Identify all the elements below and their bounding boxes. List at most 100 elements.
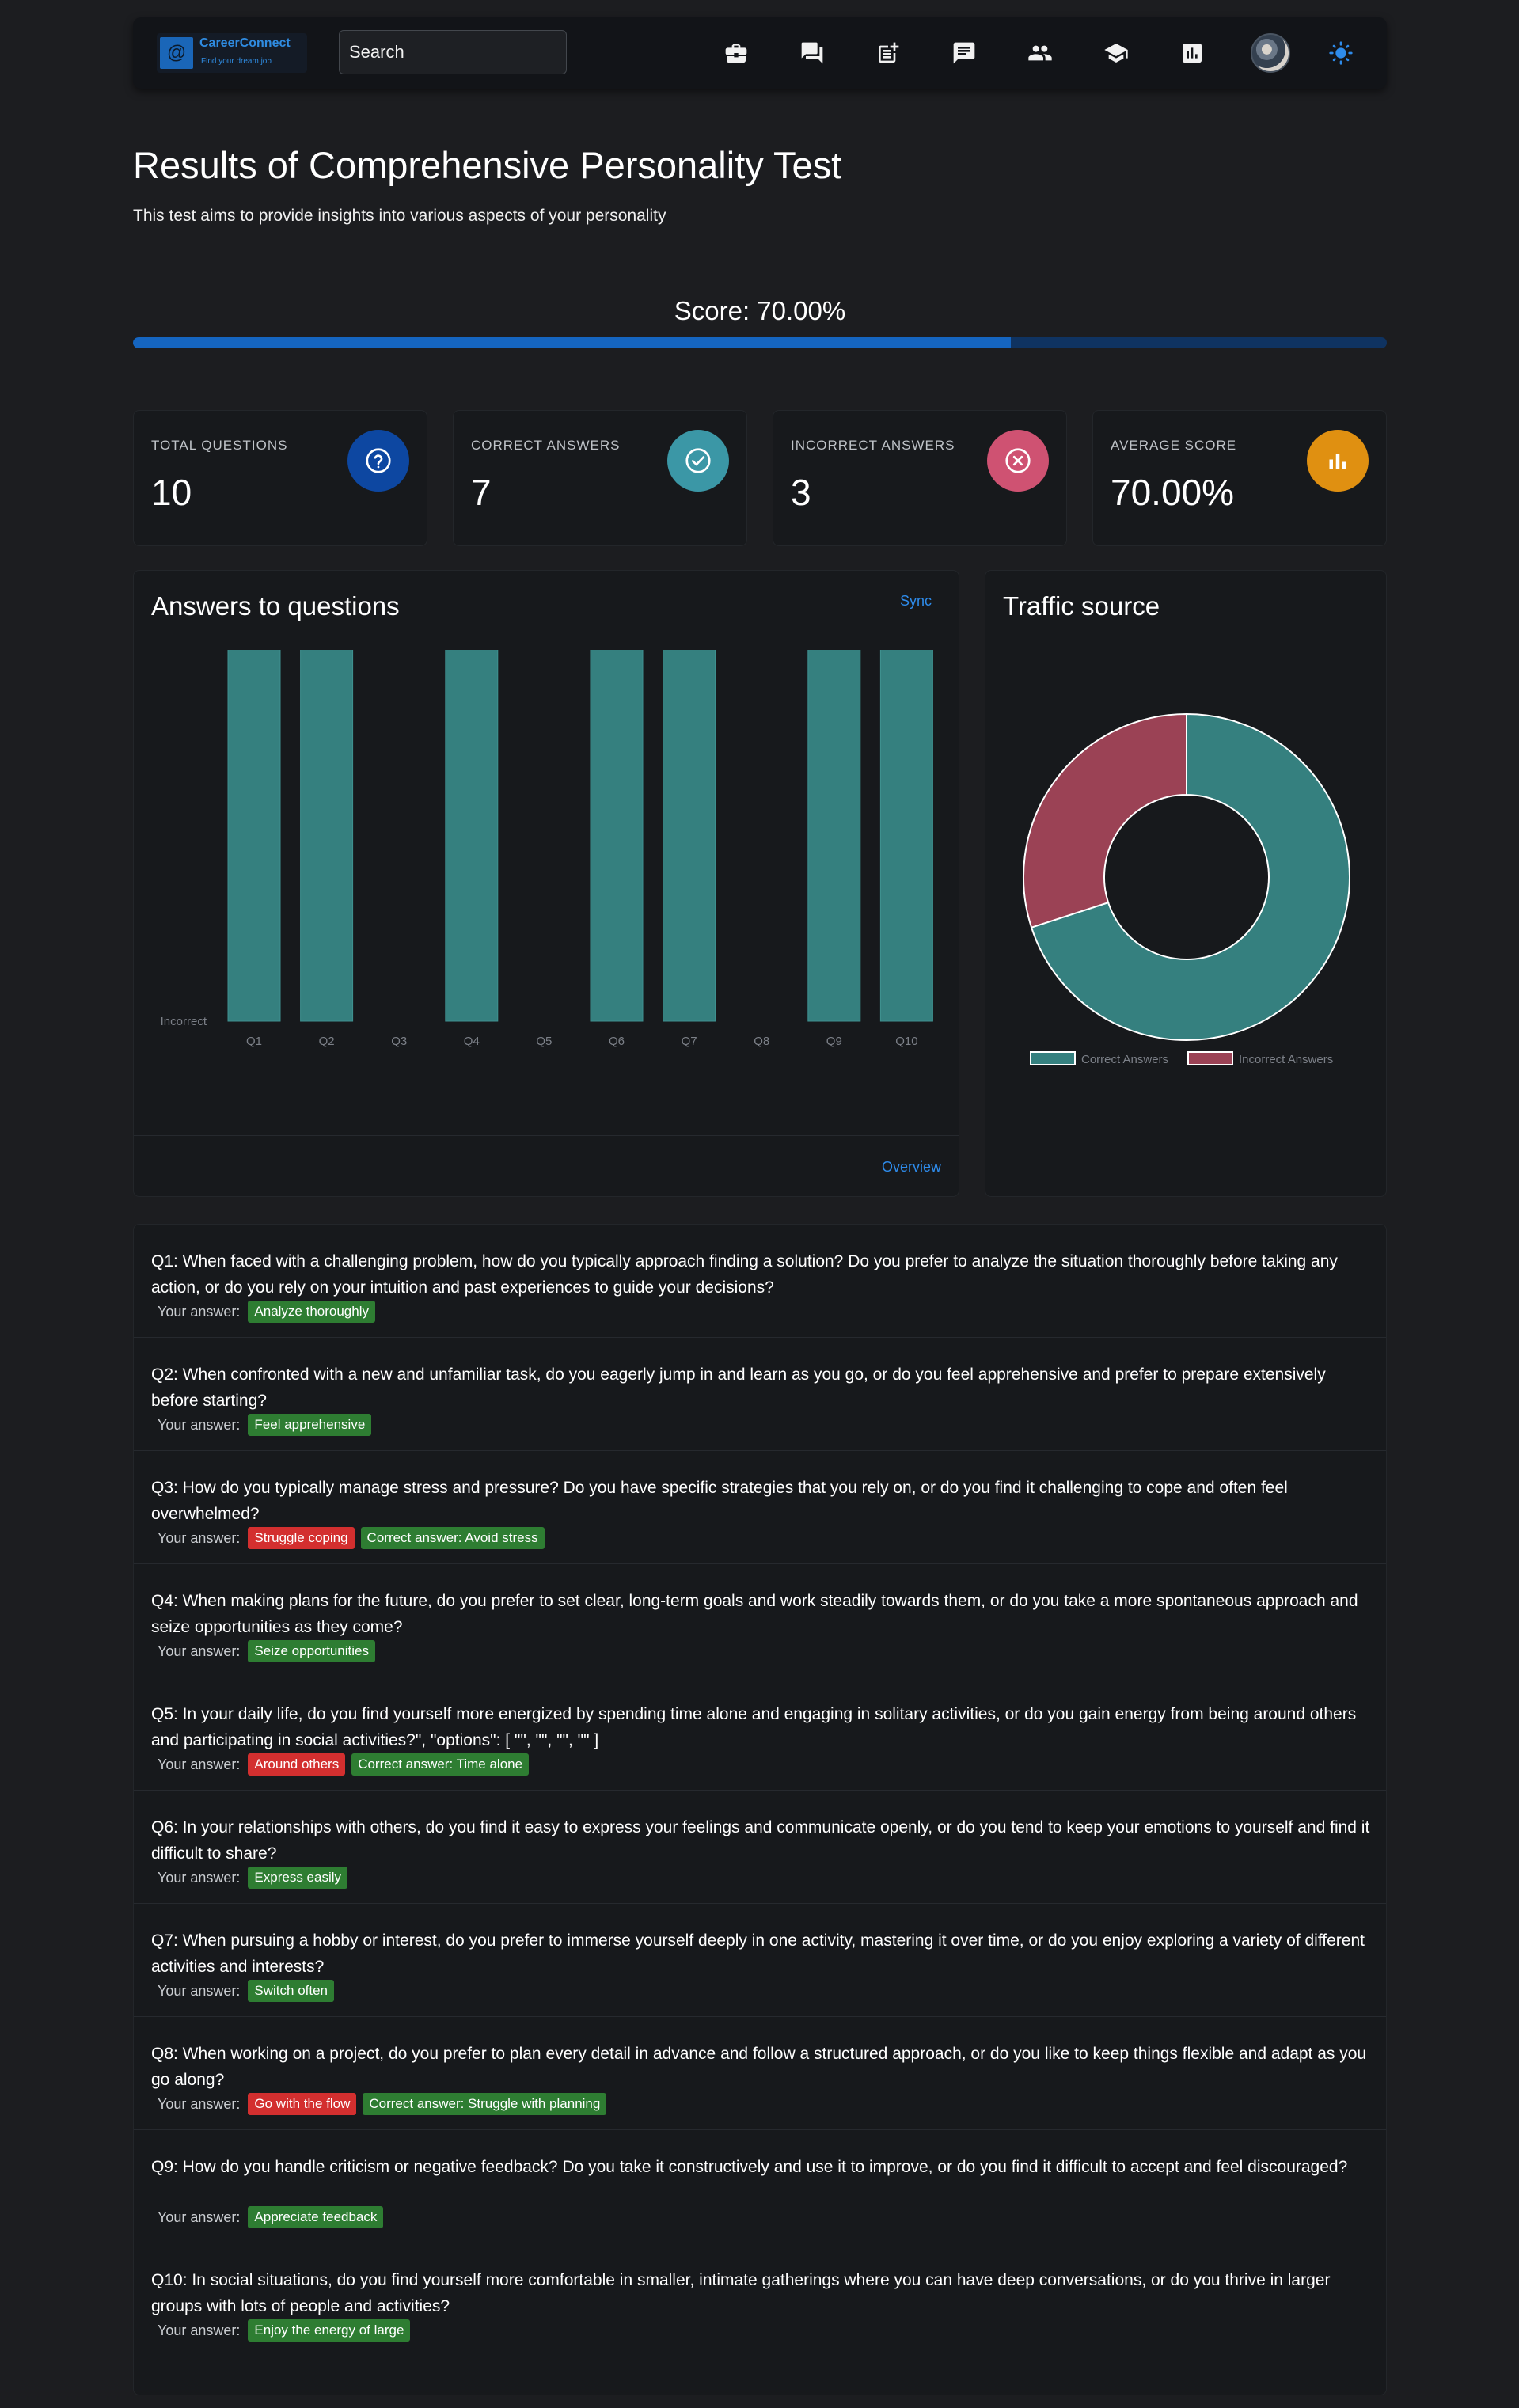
answer-row: Your answer: Seize opportunities [158,1640,375,1662]
logo[interactable]: @ CareerConnect Find your dream job [157,33,307,73]
stat-card-incorrect-answers: INCORRECT ANSWERS 3 [773,410,1067,546]
y-tick-label: Incorrect [161,1015,207,1028]
answer-row: Your answer: Go with the flow Correct answ… [158,2093,607,2115]
bar-q4 [445,650,499,1022]
bar-q6 [590,650,644,1022]
question-item: Q8: When working on a project, do you pr… [134,2017,1386,2130]
bar-q2 [300,650,354,1022]
stat-value: 70.00% [1111,472,1235,513]
question-item: Q3: How do you typically manage stress a… [134,1451,1386,1564]
your-answer-label: Your answer: [158,2209,241,2225]
bar-q10 [879,650,933,1022]
forum-icon[interactable] [798,39,826,67]
answer-badge-incorrect: Around others [248,1753,346,1776]
stat-value: 10 [151,472,192,513]
answer-badge-incorrect: Go with the flow [248,2093,357,2115]
stat-label: INCORRECT ANSWERS [791,438,955,453]
question-item: Q6: In your relationships with others, d… [134,1791,1386,1904]
question-item: Q7: When pursuing a hobby or interest, d… [134,1904,1386,2017]
stat-value: 7 [471,472,492,513]
bar-q1 [227,650,281,1022]
score-progress-bar [133,337,1387,348]
cancel-circle-icon [987,430,1049,492]
check-circle-icon [667,430,729,492]
stat-label: CORRECT ANSWERS [471,438,621,453]
slice-correct-answers [1030,712,1350,1041]
answer-row: Your answer: Around others Correct answer:… [158,1753,530,1776]
correct-answer-badge: Correct answer: Struggle with planning [363,2093,607,2115]
answers-bar-chart: IncorrectCorrectQ1Q2Q3Q4Q5Q6Q7Q8Q9Q10 [161,650,933,1048]
stat-card-average-score: AVERAGE SCORE 70.00% [1092,410,1387,546]
x-tick-label: Q1 [246,1035,262,1048]
answer-row: Your answer: Enjoy the energy of large [158,2319,411,2342]
x-tick-label: Q9 [826,1035,842,1048]
question-text: Q5: In your daily life, do you find your… [151,1705,1357,1749]
question-list: Q1: When faced with a challenging proble… [133,1224,1387,2395]
correct-answer-badge: Correct answer: Avoid stress [360,1527,545,1549]
question-text: Q9: How do you handle criticism or negat… [151,2158,1348,2176]
answer-row: Your answer: Analyze thoroughly [158,1301,375,1323]
theme-sun-icon[interactable] [1327,39,1355,67]
post-add-icon[interactable] [874,39,902,67]
question-text: Q4: When making plans for the future, do… [151,1592,1358,1636]
chat-icon[interactable] [950,39,978,67]
page-title: Results of Comprehensive Personality Tes… [133,144,842,186]
analytics-icon[interactable] [1178,39,1206,67]
answer-badge-correct: Feel apprehensive [248,1414,372,1436]
answer-row: Your answer: Struggle coping Correct answe… [158,1527,545,1549]
bar-chart-icon [1307,430,1369,492]
x-tick-label: Q7 [682,1035,697,1048]
page-subtitle: This test aims to provide insights into … [133,207,666,225]
your-answer-label: Your answer: [158,1529,241,1546]
x-tick-label: Q6 [609,1035,625,1048]
legend-swatch [1187,1051,1233,1065]
sync-link[interactable]: Sync [899,593,932,609]
legend-label: Incorrect Answers [1239,1053,1333,1066]
correct-answer-badge: Correct answer: Time alone [351,1753,530,1776]
overview-link[interactable]: Overview [881,1159,941,1175]
question-item: Q4: When making plans for the future, do… [134,1564,1386,1677]
school-icon[interactable] [1102,39,1130,67]
question-item: Q10: In social situations, do you find y… [134,2243,1386,2357]
question-item: Q5: In your daily life, do you find your… [134,1677,1386,1791]
stat-card-total-questions: TOTAL QUESTIONS 10 [133,410,427,546]
people-icon[interactable] [1026,39,1054,67]
legend-swatch [1030,1051,1076,1065]
divider [134,1135,959,1136]
avatar[interactable] [1251,33,1290,73]
question-text: Q10: In social situations, do you find y… [151,2271,1331,2315]
question-item: Q9: How do you handle criticism or negat… [134,2130,1386,2243]
answer-badge-correct: Appreciate feedback [248,2206,384,2228]
question-text: Q8: When working on a project, do you pr… [151,2045,1367,2089]
your-answer-label: Your answer: [158,1416,241,1433]
answer-row: Your answer: Appreciate feedback [158,2206,384,2228]
briefcase-icon[interactable] [722,39,750,67]
your-answer-label: Your answer: [158,1756,241,1772]
panel-title: Traffic source [1003,591,1160,621]
score-progress-fill [133,337,1011,348]
your-answer-label: Your answer: [158,1643,241,1659]
x-tick-label: Q2 [319,1035,335,1048]
stat-label: AVERAGE SCORE [1111,438,1237,453]
answer-badge-correct: Analyze thoroughly [248,1301,375,1323]
your-answer-label: Your answer: [158,2095,241,2112]
x-tick-label: Q3 [391,1035,407,1048]
answer-badge-correct: Express easily [248,1867,348,1889]
your-answer-label: Your answer: [158,1982,241,1999]
help-circle-icon [347,430,409,492]
stat-value: 3 [791,472,811,513]
logo-name: CareerConnect [199,36,291,50]
your-answer-label: Your answer: [158,1303,241,1320]
answers-chart-panel: Answers to questions Sync IncorrectCorre… [133,570,959,1197]
question-text: Q6: In your relationships with others, d… [151,1818,1370,1863]
answer-row: Your answer: Express easily [158,1867,348,1889]
bar-q7 [663,650,716,1022]
your-answer-label: Your answer: [158,1869,241,1886]
legend-label: Correct Answers [1081,1053,1168,1066]
answer-badge-correct: Switch often [248,1980,335,2002]
navbar: @ CareerConnect Find your dream job [133,17,1387,89]
logo-tagline: Find your dream job [201,57,272,66]
stat-label: TOTAL QUESTIONS [151,438,288,453]
search-input[interactable] [339,30,567,74]
question-item: Q2: When confronted with a new and unfam… [134,1338,1386,1451]
